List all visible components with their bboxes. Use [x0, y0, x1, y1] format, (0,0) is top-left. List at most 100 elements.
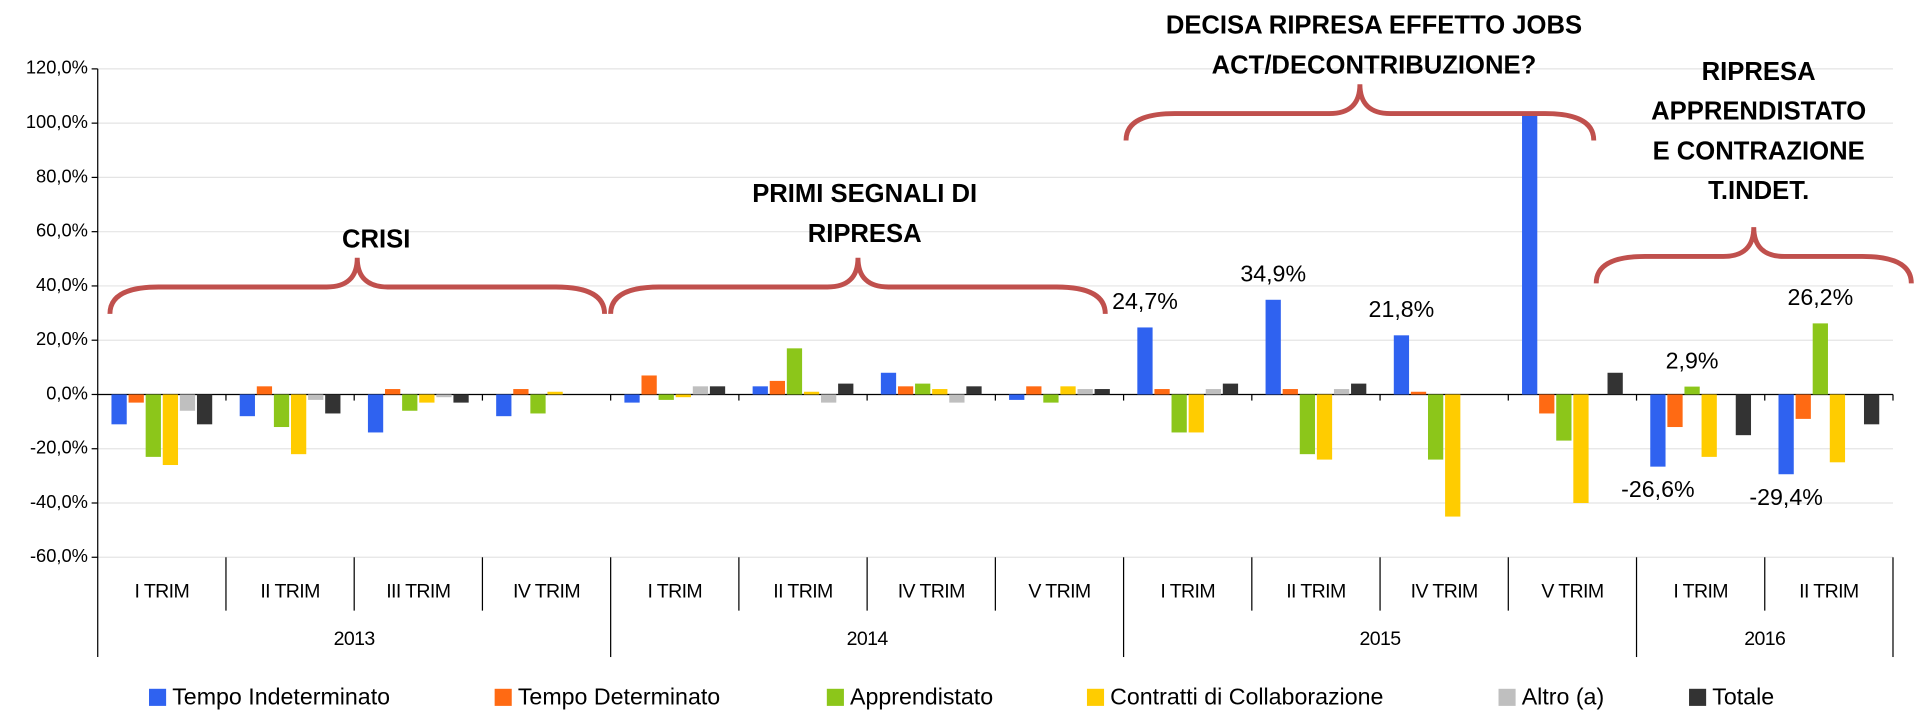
bar — [786, 348, 803, 395]
bar — [1282, 389, 1298, 395]
y-tick-label: -20,0% — [30, 437, 88, 458]
annotation: RIPRESA — [1702, 58, 1816, 86]
y-tick-label: 80,0% — [36, 165, 88, 186]
annotation: CRISI — [342, 225, 410, 253]
x-tick-label: IV TRIM — [1411, 580, 1478, 602]
bar — [1009, 394, 1025, 400]
legend-label: Totale — [1712, 684, 1774, 710]
x-tick-label: III TRIM — [386, 580, 450, 602]
annotation: APPRENDISTATO — [1651, 98, 1866, 126]
bar — [436, 394, 452, 398]
bar — [453, 394, 469, 403]
bar — [675, 394, 691, 398]
bar — [1393, 335, 1410, 395]
bar — [179, 394, 196, 411]
bar — [641, 375, 657, 395]
bar — [196, 394, 213, 425]
legend-label: Altro (a) — [1522, 684, 1604, 710]
bar — [1667, 394, 1683, 428]
x-tick-label: I TRIM — [135, 580, 190, 602]
bar — [530, 394, 546, 414]
brace — [608, 257, 1108, 315]
bar — [1333, 389, 1350, 395]
y-tick-label: -60,0% — [30, 545, 88, 566]
group-label: 2014 — [847, 628, 889, 650]
y-tick-label: 120,0% — [26, 57, 88, 78]
bar — [1137, 327, 1153, 395]
x-tick-label: I TRIM — [1673, 580, 1728, 602]
bar — [385, 389, 401, 395]
bar — [1684, 386, 1700, 395]
bar — [1863, 394, 1880, 425]
bar — [162, 394, 179, 466]
x-tick-label: I TRIM — [647, 580, 702, 602]
brace — [107, 257, 607, 315]
x-tick-label: I TRIM — [1160, 580, 1215, 602]
y-tick-label: 100,0% — [26, 111, 88, 132]
bar — [1539, 394, 1555, 414]
value-label: 34,9% — [1240, 260, 1306, 286]
bar — [256, 386, 273, 395]
bar — [1188, 394, 1204, 433]
bar — [1026, 386, 1042, 395]
x-tick-label: II TRIM — [1286, 580, 1345, 602]
bar — [145, 394, 161, 457]
legend-label: Contratti di Collaborazione — [1110, 684, 1383, 710]
bar — [1829, 394, 1846, 463]
bar — [239, 394, 255, 417]
bar — [838, 383, 854, 395]
group-label: 2015 — [1360, 628, 1402, 650]
bar — [752, 386, 768, 395]
value-label: 2,9% — [1666, 347, 1719, 373]
bar — [803, 391, 820, 395]
x-tick-label: IV TRIM — [513, 580, 580, 602]
bar — [513, 389, 529, 395]
x-tick-label: IV TRIM — [898, 580, 965, 602]
bar — [1556, 394, 1572, 441]
bar — [1316, 394, 1333, 460]
group-label: 2016 — [1744, 628, 1785, 650]
bar — [1778, 394, 1794, 475]
bar — [821, 394, 837, 403]
bar — [290, 394, 307, 455]
bar — [949, 394, 965, 403]
value-label: 21,8% — [1369, 296, 1435, 322]
bar — [1351, 383, 1367, 395]
bar — [1410, 391, 1427, 395]
bar — [1522, 112, 1538, 395]
y-tick-label: -40,0% — [30, 491, 88, 512]
bar — [419, 394, 435, 403]
bar — [402, 394, 418, 411]
bar — [325, 394, 341, 414]
brace — [1593, 227, 1914, 284]
bar — [273, 394, 290, 428]
x-tick-label: V TRIM — [1541, 580, 1603, 602]
annotation: E CONTRAZIONE — [1653, 137, 1865, 165]
x-tick-label: II TRIM — [260, 580, 319, 602]
y-tick-label: 60,0% — [36, 220, 88, 241]
legend-swatch — [826, 688, 844, 706]
bar — [1427, 394, 1444, 460]
legend-label: Apprendistato — [850, 684, 993, 710]
x-tick-label: II TRIM — [1799, 580, 1858, 602]
value-label: 26,2% — [1787, 284, 1853, 310]
bar — [1222, 383, 1239, 395]
legend-swatch — [149, 688, 167, 706]
annotation: T.INDET. — [1708, 177, 1809, 205]
annotation: ACT/DECONTRIBUZIONE? — [1212, 51, 1537, 79]
bar — [692, 386, 709, 395]
bar — [966, 386, 982, 395]
bar — [1812, 323, 1828, 395]
bar — [1077, 389, 1093, 395]
bar — [1299, 394, 1316, 455]
y-tick-label: 40,0% — [36, 274, 88, 295]
value-label: 24,7% — [1112, 288, 1178, 314]
bar — [932, 389, 948, 395]
legend-swatch — [1086, 688, 1105, 706]
bar — [1445, 394, 1461, 517]
bar — [496, 394, 512, 417]
bar — [1607, 372, 1623, 395]
bar — [769, 380, 785, 395]
bar — [624, 394, 640, 403]
